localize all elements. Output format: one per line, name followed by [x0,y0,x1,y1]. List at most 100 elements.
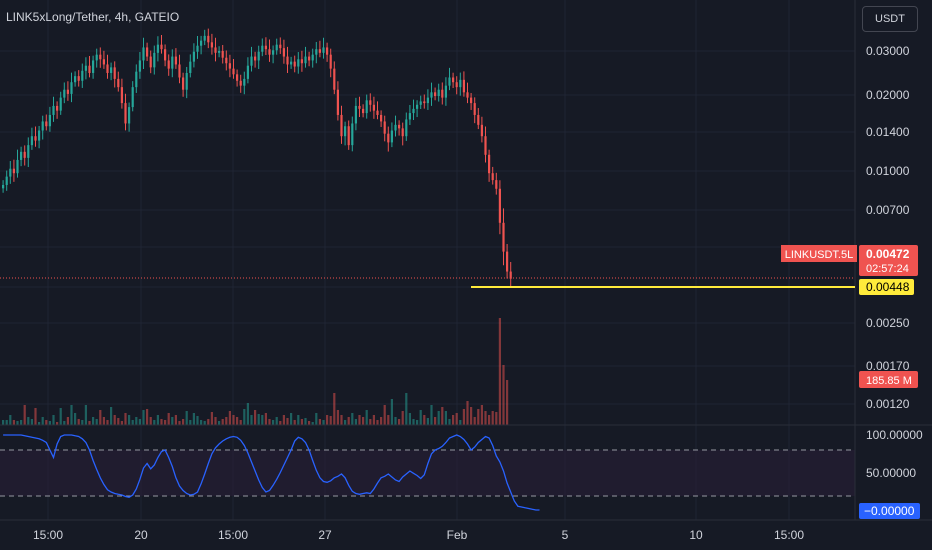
candle-body [9,168,12,177]
candle-body [329,54,332,69]
candle-body [171,56,174,69]
candle-body [63,89,66,98]
volume-bar [182,419,185,425]
candle-body [462,79,465,93]
volume-bar [290,413,293,425]
volume-bar [466,401,469,425]
candle-body [390,130,393,143]
price-axis-label: 0.00700 [866,203,910,217]
price-axis-label: 0.00250 [866,316,910,330]
volume-bar [401,411,404,425]
candle-body [286,56,289,65]
volume-bar [66,417,69,425]
candle-body [509,271,512,279]
candle-body [124,103,127,124]
volume-bar [9,415,12,425]
candle-body [56,105,59,111]
volume-bar [369,419,372,425]
volume-bar [419,410,422,425]
rsi-line [3,434,540,511]
volume-bar [430,405,433,425]
candle-body [102,59,105,65]
volume-bar [225,417,228,425]
volume-bar [257,414,260,425]
volume-bar [106,420,109,425]
volume-bar [387,415,390,425]
candle-body [207,35,210,43]
volume-bar [441,407,444,425]
candle-body [149,56,152,68]
volume-bar [347,417,350,425]
candle-body [74,76,77,83]
candle-body [106,64,109,73]
candle-body [480,124,483,137]
candle-body [99,54,102,60]
volume-bar [63,421,66,425]
price-axis-label: 0.01000 [866,164,910,178]
candle-body [268,49,271,55]
candle-body [412,108,415,114]
volume-bar [34,408,37,425]
volume-bar [434,417,437,425]
currency-button[interactable]: USDT [862,6,918,32]
candle-body [437,89,440,97]
candle-body [394,124,397,131]
volume-bar [99,410,102,425]
candle-body [178,64,181,78]
volume-bar [390,399,393,425]
candle-body [308,56,311,61]
volume-bar [221,419,224,425]
candle-body [293,61,296,67]
candle-body [117,78,120,88]
candle-body [232,68,235,75]
candle-body [12,168,15,174]
candle-body [185,72,188,90]
volume-bar [30,419,33,425]
candle-body [383,121,386,134]
candle-body [300,59,303,64]
volume-bar [135,417,138,425]
candle-body [405,119,408,137]
volume-bar [243,409,246,425]
volume-bar [272,420,275,425]
volume-bar [452,415,455,425]
volume-bar [304,418,307,425]
volume-bar [178,421,181,425]
rsi-pane [0,434,855,511]
volume-bar [444,411,447,425]
volume-bar [315,413,318,425]
volume-bar [160,419,163,425]
volume-bar [207,419,210,425]
volume-bar [45,420,48,425]
alert-price-label-bg [859,279,914,295]
candle-body [426,97,429,104]
candle-body [27,145,30,158]
time-axis-label: 5 [562,528,569,542]
price-candles [2,28,512,288]
candle-body [380,114,383,122]
volume-bar [81,420,84,425]
candle-body [221,51,224,58]
price-axis-label: 0.00120 [866,397,910,411]
volume-bar [498,318,501,425]
candle-body [279,44,282,49]
candle-body [372,104,375,111]
rsi-axis-label: 50.00000 [866,466,916,480]
volume-bar [318,419,321,425]
volume-bar [261,415,264,425]
volume-bar [120,421,123,425]
candle-body [297,59,300,67]
volume-bar [293,420,296,425]
volume-bar [268,419,271,425]
candle-body [282,48,285,57]
volume-bar [502,365,505,425]
volume-bar [416,420,419,425]
volume-bar [484,411,487,425]
time-axis-label: 15:00 [33,528,63,542]
volume-bar [149,417,152,425]
time-axis-label: 20 [134,528,148,542]
volume-bar [250,415,253,425]
candle-body [77,76,80,81]
candle-body [138,60,141,72]
